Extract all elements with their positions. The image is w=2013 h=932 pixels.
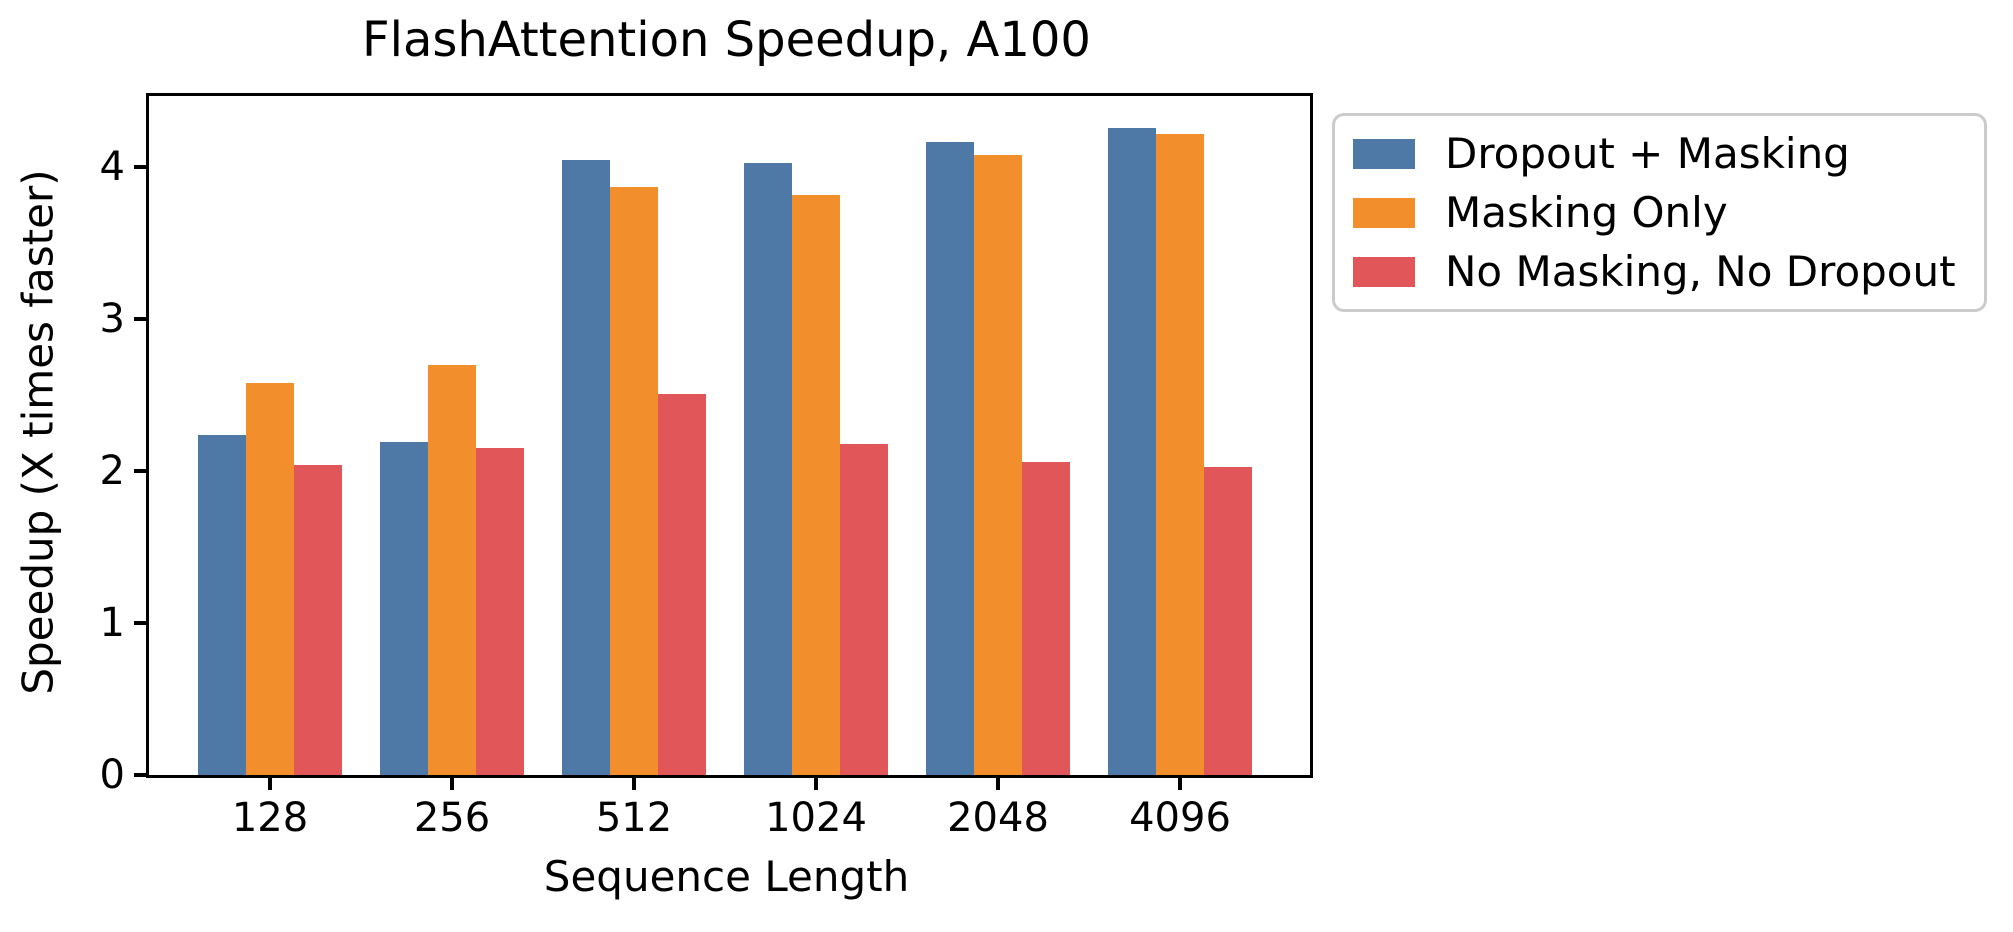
bar-1024-series-0	[744, 163, 792, 775]
x-axis-label: Sequence Length	[543, 852, 910, 901]
x-tick-mark	[814, 778, 818, 790]
bar-4096-series-0	[1108, 128, 1156, 775]
legend-label: No Masking, No Dropout	[1445, 247, 1956, 296]
bar-2048-series-2	[1022, 462, 1070, 775]
x-tick-mark	[996, 778, 1000, 790]
y-tick-label: 1	[99, 600, 125, 647]
x-tick-label: 1024	[765, 795, 867, 841]
x-tick-mark	[632, 778, 636, 790]
bar-128-series-0	[198, 435, 246, 775]
legend-swatch-icon	[1353, 138, 1415, 169]
bar-256-series-0	[380, 442, 428, 775]
x-tick-label: 2048	[947, 795, 1049, 841]
y-tick-mark	[134, 469, 146, 474]
bar-1024-series-2	[840, 444, 888, 775]
legend: Dropout + Masking Masking Only No Masking,…	[1332, 113, 1987, 312]
bar-512-series-0	[562, 160, 610, 775]
y-tick-mark	[134, 165, 146, 170]
bar-256-series-1	[428, 365, 476, 775]
legend-item: No Masking, No Dropout	[1353, 242, 1966, 301]
bar-512-series-1	[610, 187, 658, 775]
y-tick-label: 3	[99, 296, 125, 343]
bar-4096-series-1	[1156, 134, 1204, 775]
legend-item: Masking Only	[1353, 183, 1966, 242]
x-tick-mark	[450, 778, 454, 790]
bar-512-series-2	[658, 394, 706, 775]
bar-2048-series-0	[926, 142, 974, 775]
legend-label: Masking Only	[1445, 188, 1728, 237]
y-tick-mark	[134, 773, 146, 777]
x-tick-mark	[268, 778, 272, 790]
bar-2048-series-1	[974, 155, 1022, 775]
legend-swatch-icon	[1353, 256, 1415, 287]
x-tick-mark	[1178, 778, 1182, 790]
plot-area: 0 1 2 3 4 128 256 512 1024 2048 4096	[100, 93, 1313, 841]
y-tick-label: 4	[99, 144, 125, 191]
x-tick-label: 128	[231, 795, 309, 841]
y-tick-label: 2	[99, 448, 125, 495]
y-tick-mark	[134, 621, 146, 626]
bar-128-series-2	[294, 465, 342, 775]
y-axis-label: Speedup (X times faster)	[13, 169, 63, 695]
legend-label: Dropout + Masking	[1445, 129, 1850, 178]
x-tick-label: 4096	[1129, 795, 1231, 841]
bar-4096-series-2	[1204, 467, 1252, 775]
x-tick-label: 256	[413, 795, 491, 841]
bar-128-series-1	[246, 383, 294, 775]
y-tick-label: 0	[99, 752, 125, 798]
x-tick-label: 512	[595, 795, 673, 841]
legend-swatch-icon	[1353, 197, 1415, 228]
y-tick-mark	[134, 317, 146, 322]
bar-1024-series-1	[792, 195, 840, 775]
legend-item: Dropout + Masking	[1353, 124, 1966, 183]
bar-256-series-2	[476, 448, 524, 775]
chart-title: FlashAttention Speedup, A100	[362, 12, 1091, 68]
